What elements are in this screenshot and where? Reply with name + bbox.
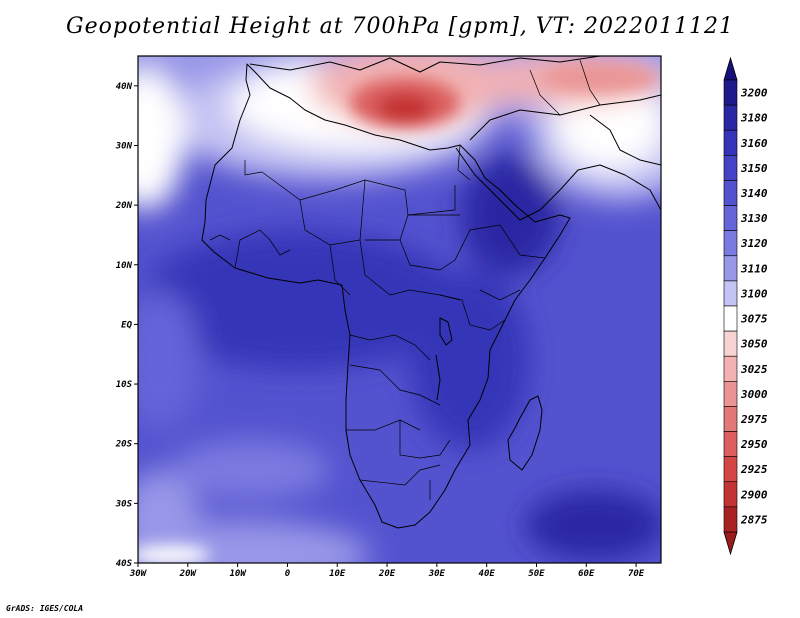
legend-swatch: [723, 381, 738, 407]
lat-tick-label: 30N: [115, 141, 133, 151]
legend-top-arrow: [723, 56, 738, 81]
legend-label: 3025: [740, 363, 768, 376]
country-borders: [209, 59, 601, 500]
legend-label: 3150: [740, 162, 768, 175]
legend-label: 3180: [740, 112, 768, 125]
legend-swatch: [723, 305, 738, 332]
legend-swatch: [723, 155, 738, 181]
legend-swatch: [723, 330, 738, 357]
map-figure: 30W 20W 10W 0 10E 20E 30E 40E 50E 60E 70E 40N 30N 20…: [115, 55, 768, 579]
legend-label: 3075: [740, 313, 768, 326]
lon-tick-label: 30W: [129, 569, 148, 579]
chart-title: Geopotential Height at 700hPa [gpm], VT:…: [66, 14, 734, 39]
lon-tick-label: 30E: [428, 569, 446, 579]
legend-swatch: [723, 481, 738, 508]
legend-label: 3120: [740, 237, 768, 250]
legend-label: 3130: [740, 212, 768, 225]
legend-label: 2925: [740, 463, 768, 476]
lat-tick-label: 40N: [116, 82, 133, 92]
lon-tick-label: 60E: [578, 569, 595, 579]
legend-label: 3000: [740, 388, 768, 401]
legend-label: 2975: [740, 413, 768, 426]
legend-swatch: [723, 431, 738, 457]
lat-tick-label: 30S: [115, 499, 133, 509]
color-legend: 3200 3180 3160 3150 3140 3130 3120 3110 3100 3075…: [723, 56, 768, 556]
legend-label: 3110: [740, 262, 768, 275]
legend-swatch: [723, 456, 738, 483]
legend-swatch: [723, 104, 738, 131]
legend-swatch: [723, 280, 738, 307]
lon-tick-label: 10E: [329, 569, 346, 579]
legend-label: 3200: [740, 87, 768, 100]
legend-swatch: [723, 79, 738, 106]
lon-tick-label: 20E: [378, 569, 396, 579]
map-frame: [137, 55, 662, 564]
lat-tick-label: 20S: [115, 440, 133, 450]
lon-tick-label: 0: [285, 569, 291, 579]
legend-swatch: [723, 230, 738, 257]
lat-tick-label: 10N: [116, 261, 133, 271]
lon-tick-label: 50E: [528, 569, 545, 579]
legend-swatch: [723, 355, 738, 382]
legend-label: 3140: [740, 187, 768, 200]
lon-tick-label: 10W: [229, 569, 247, 579]
lon-tick-label: 40E: [479, 569, 496, 579]
lon-tick-label: 70E: [628, 569, 645, 579]
legend-label: 2900: [740, 488, 768, 501]
height-field: [138, 56, 661, 563]
legend-label: 2950: [740, 438, 768, 451]
legend-swatch: [723, 129, 738, 156]
legend-swatch: [723, 506, 738, 533]
legend-label: 3160: [740, 137, 768, 150]
legend-bottom-arrow: [723, 531, 738, 556]
legend-swatch: [723, 205, 738, 231]
legend-label: 3050: [740, 338, 768, 351]
lat-tick-label: EQ: [121, 320, 132, 330]
lat-tick-label: 40S: [116, 559, 133, 569]
lat-tick-label: 10S: [116, 380, 133, 390]
legend-swatch: [723, 255, 738, 282]
lon-tick-label: 20W: [179, 569, 198, 579]
legend-label: 3100: [740, 287, 768, 300]
legend-label: 2875: [740, 513, 768, 526]
latitude-axis: 40N 30N 20N 10N EQ 10S 20S 30S 40S: [115, 82, 138, 569]
longitude-axis: 30W 20W 10W 0 10E 20E 30E 40E 50E 60E 70E: [129, 563, 645, 579]
legend-swatch: [723, 180, 738, 206]
grads-credit: GrADS: IGES/COLA: [6, 604, 84, 613]
legend-swatch: [723, 406, 738, 432]
lat-tick-label: 20N: [115, 201, 133, 211]
